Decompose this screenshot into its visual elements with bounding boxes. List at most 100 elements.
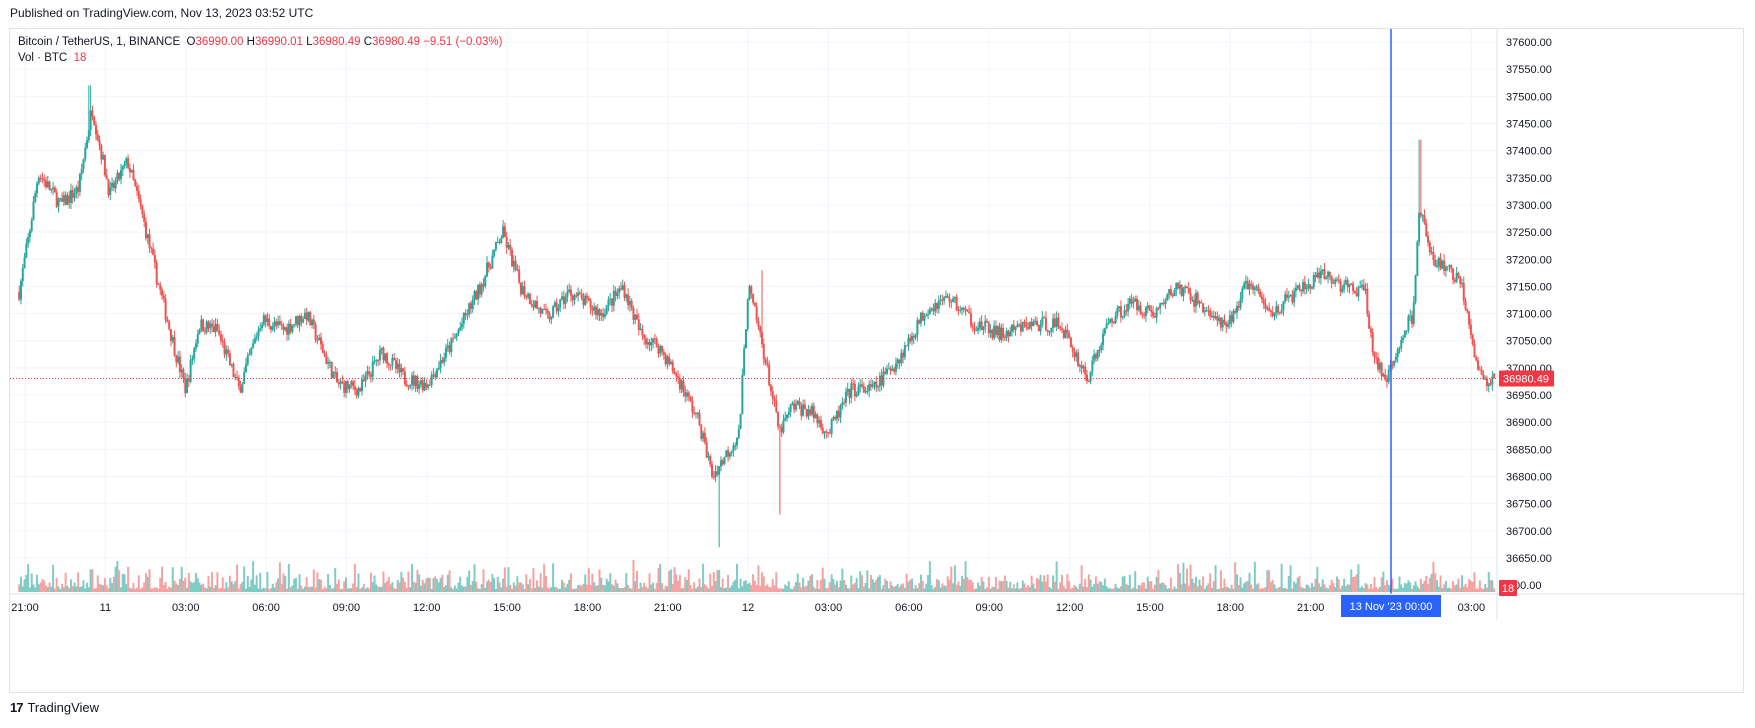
volume-bar	[832, 579, 835, 592]
volume-bar	[944, 585, 947, 592]
candle-body	[293, 324, 296, 326]
volume-bar	[1046, 574, 1049, 592]
candle-body	[1287, 296, 1290, 298]
volume-bar	[480, 584, 483, 592]
volume-bar	[868, 588, 871, 592]
footer-branding[interactable]: 17 TradingView	[10, 700, 99, 715]
volume-bar	[689, 584, 692, 592]
candle-body	[62, 194, 65, 202]
candle-body	[1477, 360, 1480, 370]
candle-body	[573, 295, 576, 301]
time-axis[interactable]: 21:00 11 03:00 06:00 09:00 12:00 15:00 18:00 21:…	[11, 602, 1485, 614]
volume-bar	[969, 579, 972, 592]
chart-frame[interactable]: 37600.00 37550.00 37500.00 37450.00 37400.00…	[9, 28, 1745, 694]
candle-body	[268, 318, 271, 327]
candle-body	[968, 311, 971, 314]
candle-body	[427, 384, 430, 388]
volume-bar	[582, 583, 585, 592]
volume-bar	[1080, 565, 1083, 592]
candle-body	[489, 267, 492, 269]
volume-bar	[1155, 576, 1158, 592]
volume-bar	[93, 588, 96, 592]
volume-bar	[1271, 580, 1274, 592]
volume-bar	[748, 582, 751, 592]
candle-body	[773, 398, 776, 401]
volume-bar	[1380, 577, 1383, 592]
candle-body	[827, 432, 830, 434]
candle-body	[278, 321, 281, 325]
candle-body	[1036, 320, 1039, 326]
volume-bar	[407, 571, 410, 592]
candle-body	[1234, 310, 1237, 313]
candle-body	[944, 295, 947, 298]
volume-bar	[1235, 574, 1238, 592]
volume-bar	[37, 584, 40, 592]
volume-bar	[1055, 561, 1058, 592]
volume-bar	[287, 563, 290, 592]
price-axis[interactable]: 37600.0037550.0037500.0037450.0037400.00…	[1506, 37, 1552, 592]
candle-body	[1069, 337, 1072, 348]
candlestick-chart[interactable]: 37600.0037550.0037500.0037450.0037400.00…	[10, 29, 1745, 694]
candle-body	[75, 187, 78, 194]
candle-body	[1393, 360, 1396, 366]
candle-body	[1448, 264, 1451, 267]
candle-body	[346, 380, 349, 390]
candle-body	[948, 297, 951, 302]
candle-body	[975, 330, 978, 332]
volume-bar	[1319, 586, 1322, 592]
volume-bar	[1030, 575, 1033, 592]
volume-bar	[82, 580, 85, 592]
volume-bar	[941, 583, 944, 592]
volume-bar	[980, 576, 983, 592]
candle-body	[1305, 287, 1308, 290]
candle-body	[1085, 374, 1088, 382]
candle-body	[900, 352, 903, 364]
candle-body	[1327, 271, 1330, 278]
volume-bar	[611, 584, 614, 592]
volume-bar	[507, 567, 510, 592]
candle-body	[1409, 315, 1412, 317]
volume-bar	[1068, 580, 1071, 592]
candle-body	[1460, 283, 1463, 285]
candle-body	[893, 368, 896, 372]
volume-bar	[725, 587, 728, 592]
volume-bar	[212, 588, 215, 592]
candle-body	[1116, 308, 1119, 317]
volume-bar	[102, 585, 105, 592]
volume-bar	[1491, 580, 1494, 592]
candle-body	[1228, 315, 1231, 325]
candle-body	[1362, 284, 1365, 291]
volume-bar	[544, 575, 547, 592]
candle-body	[1155, 308, 1158, 318]
volume-bar	[557, 588, 560, 592]
candle-body	[227, 349, 230, 354]
candle-body	[611, 298, 614, 306]
candle-body	[528, 293, 531, 305]
volume-bar	[1339, 588, 1342, 592]
candle-body	[152, 248, 155, 255]
candle-body	[1221, 319, 1224, 328]
candle-body	[225, 349, 228, 355]
volume-bar	[732, 581, 735, 592]
volume-bar	[1489, 579, 1492, 592]
candle-body	[687, 392, 690, 397]
candle-body	[516, 269, 519, 271]
volume-bar	[1405, 583, 1408, 592]
volume-bar	[619, 588, 622, 592]
volume-bar	[591, 573, 594, 592]
volume-bar	[380, 586, 383, 592]
candle-body	[1041, 317, 1044, 325]
candle-body	[561, 296, 564, 300]
candle-body	[593, 306, 596, 311]
volume-bar	[811, 574, 814, 592]
volume-bar	[314, 587, 317, 592]
candle-body	[127, 158, 130, 168]
candle-body	[68, 195, 71, 203]
candle-body	[800, 405, 803, 416]
candle-body	[111, 182, 114, 187]
volume-bar	[553, 586, 556, 592]
volume-bar	[1087, 574, 1090, 592]
volume-bar	[411, 564, 414, 592]
volume-bar	[161, 566, 164, 592]
candle-body	[248, 353, 251, 356]
